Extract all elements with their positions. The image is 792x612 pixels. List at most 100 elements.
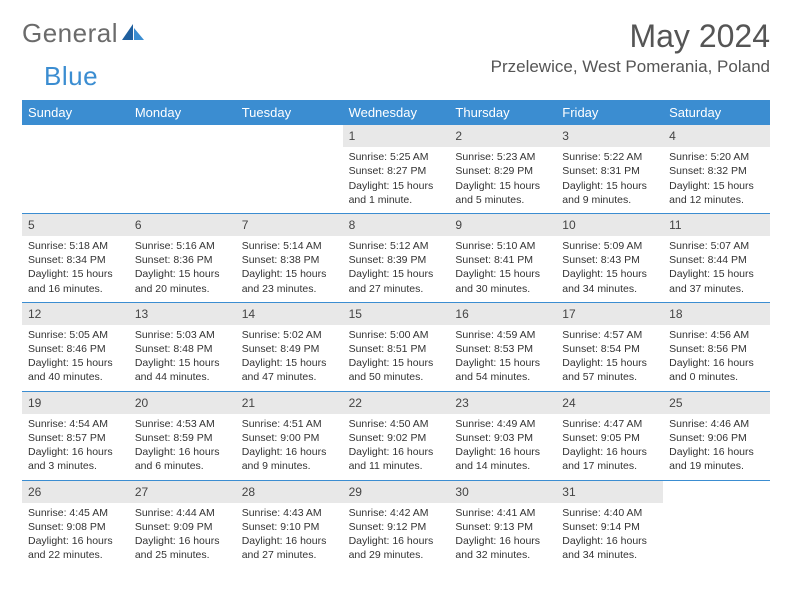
day-cell: 26Sunrise: 4:45 AMSunset: 9:08 PMDayligh… [22, 481, 129, 569]
day-cell [236, 125, 343, 213]
daylight-line: Daylight: 15 hours and 34 minutes. [562, 267, 657, 295]
day-body: Sunrise: 5:05 AMSunset: 8:46 PMDaylight:… [22, 325, 129, 391]
day-number: 24 [556, 392, 663, 414]
daylight-line: Daylight: 15 hours and 1 minute. [349, 179, 444, 207]
location: Przelewice, West Pomerania, Poland [491, 57, 770, 77]
day-number: 4 [663, 125, 770, 147]
title-block: May 2024 Przelewice, West Pomerania, Pol… [491, 18, 770, 77]
day-number: 11 [663, 214, 770, 236]
sunset-line: Sunset: 8:39 PM [349, 253, 444, 267]
sunrise-line: Sunrise: 5:20 AM [669, 150, 764, 164]
day-cell: 8Sunrise: 5:12 AMSunset: 8:39 PMDaylight… [343, 214, 450, 302]
sunset-line: Sunset: 8:34 PM [28, 253, 123, 267]
day-cell: 29Sunrise: 4:42 AMSunset: 9:12 PMDayligh… [343, 481, 450, 569]
day-number: 30 [449, 481, 556, 503]
day-body: Sunrise: 5:03 AMSunset: 8:48 PMDaylight:… [129, 325, 236, 391]
weekday: Friday [556, 100, 663, 125]
daylight-line: Daylight: 15 hours and 23 minutes. [242, 267, 337, 295]
sunset-line: Sunset: 8:57 PM [28, 431, 123, 445]
day-number: 12 [22, 303, 129, 325]
day-body: Sunrise: 5:09 AMSunset: 8:43 PMDaylight:… [556, 236, 663, 302]
day-cell: 10Sunrise: 5:09 AMSunset: 8:43 PMDayligh… [556, 214, 663, 302]
day-cell: 17Sunrise: 4:57 AMSunset: 8:54 PMDayligh… [556, 303, 663, 391]
sunset-line: Sunset: 9:09 PM [135, 520, 230, 534]
day-body: Sunrise: 4:40 AMSunset: 9:14 PMDaylight:… [556, 503, 663, 569]
sunrise-line: Sunrise: 4:45 AM [28, 506, 123, 520]
weekday: Sunday [22, 100, 129, 125]
day-body: Sunrise: 4:50 AMSunset: 9:02 PMDaylight:… [343, 414, 450, 480]
weekday: Saturday [663, 100, 770, 125]
sunset-line: Sunset: 8:48 PM [135, 342, 230, 356]
day-cell: 6Sunrise: 5:16 AMSunset: 8:36 PMDaylight… [129, 214, 236, 302]
day-number [22, 125, 129, 147]
day-number [236, 125, 343, 147]
day-number: 31 [556, 481, 663, 503]
day-cell: 13Sunrise: 5:03 AMSunset: 8:48 PMDayligh… [129, 303, 236, 391]
day-body: Sunrise: 4:44 AMSunset: 9:09 PMDaylight:… [129, 503, 236, 569]
day-number: 28 [236, 481, 343, 503]
sunrise-line: Sunrise: 4:56 AM [669, 328, 764, 342]
sunrise-line: Sunrise: 4:44 AM [135, 506, 230, 520]
sunrise-line: Sunrise: 5:03 AM [135, 328, 230, 342]
day-cell: 23Sunrise: 4:49 AMSunset: 9:03 PMDayligh… [449, 392, 556, 480]
sunrise-line: Sunrise: 4:42 AM [349, 506, 444, 520]
sunrise-line: Sunrise: 5:16 AM [135, 239, 230, 253]
day-cell: 4Sunrise: 5:20 AMSunset: 8:32 PMDaylight… [663, 125, 770, 213]
day-number: 26 [22, 481, 129, 503]
sunset-line: Sunset: 8:54 PM [562, 342, 657, 356]
day-number: 6 [129, 214, 236, 236]
sunset-line: Sunset: 9:10 PM [242, 520, 337, 534]
day-number [129, 125, 236, 147]
day-body: Sunrise: 5:12 AMSunset: 8:39 PMDaylight:… [343, 236, 450, 302]
daylight-line: Daylight: 15 hours and 27 minutes. [349, 267, 444, 295]
logo-sail-icon [122, 24, 144, 42]
daylight-line: Daylight: 15 hours and 50 minutes. [349, 356, 444, 384]
sunrise-line: Sunrise: 5:02 AM [242, 328, 337, 342]
daylight-line: Daylight: 15 hours and 57 minutes. [562, 356, 657, 384]
sunset-line: Sunset: 8:36 PM [135, 253, 230, 267]
daylight-line: Daylight: 16 hours and 11 minutes. [349, 445, 444, 473]
logo: General [22, 18, 144, 49]
sunrise-line: Sunrise: 5:05 AM [28, 328, 123, 342]
sunset-line: Sunset: 8:46 PM [28, 342, 123, 356]
day-number: 14 [236, 303, 343, 325]
sunset-line: Sunset: 8:59 PM [135, 431, 230, 445]
day-body: Sunrise: 4:46 AMSunset: 9:06 PMDaylight:… [663, 414, 770, 480]
sunrise-line: Sunrise: 4:54 AM [28, 417, 123, 431]
logo-text-1: General [22, 18, 118, 49]
daylight-line: Daylight: 15 hours and 9 minutes. [562, 179, 657, 207]
day-number: 27 [129, 481, 236, 503]
sunset-line: Sunset: 8:51 PM [349, 342, 444, 356]
sunset-line: Sunset: 8:43 PM [562, 253, 657, 267]
day-number: 22 [343, 392, 450, 414]
day-body [236, 147, 343, 156]
daylight-line: Daylight: 16 hours and 19 minutes. [669, 445, 764, 473]
day-body: Sunrise: 4:49 AMSunset: 9:03 PMDaylight:… [449, 414, 556, 480]
sunrise-line: Sunrise: 4:50 AM [349, 417, 444, 431]
day-number [663, 481, 770, 503]
sunset-line: Sunset: 8:27 PM [349, 164, 444, 178]
sunrise-line: Sunrise: 4:41 AM [455, 506, 550, 520]
day-number: 10 [556, 214, 663, 236]
day-body: Sunrise: 5:10 AMSunset: 8:41 PMDaylight:… [449, 236, 556, 302]
sunset-line: Sunset: 9:13 PM [455, 520, 550, 534]
daylight-line: Daylight: 16 hours and 29 minutes. [349, 534, 444, 562]
sunset-line: Sunset: 9:02 PM [349, 431, 444, 445]
day-cell: 21Sunrise: 4:51 AMSunset: 9:00 PMDayligh… [236, 392, 343, 480]
weekday-header: Sunday Monday Tuesday Wednesday Thursday… [22, 100, 770, 125]
day-body: Sunrise: 5:16 AMSunset: 8:36 PMDaylight:… [129, 236, 236, 302]
day-body: Sunrise: 5:22 AMSunset: 8:31 PMDaylight:… [556, 147, 663, 213]
sunrise-line: Sunrise: 5:09 AM [562, 239, 657, 253]
sunrise-line: Sunrise: 4:43 AM [242, 506, 337, 520]
day-number: 18 [663, 303, 770, 325]
daylight-line: Daylight: 15 hours and 30 minutes. [455, 267, 550, 295]
day-number: 25 [663, 392, 770, 414]
sunrise-line: Sunrise: 4:47 AM [562, 417, 657, 431]
daylight-line: Daylight: 16 hours and 27 minutes. [242, 534, 337, 562]
day-cell: 11Sunrise: 5:07 AMSunset: 8:44 PMDayligh… [663, 214, 770, 302]
day-body: Sunrise: 5:20 AMSunset: 8:32 PMDaylight:… [663, 147, 770, 213]
sunset-line: Sunset: 8:49 PM [242, 342, 337, 356]
sunrise-line: Sunrise: 4:51 AM [242, 417, 337, 431]
day-number: 13 [129, 303, 236, 325]
day-number: 1 [343, 125, 450, 147]
